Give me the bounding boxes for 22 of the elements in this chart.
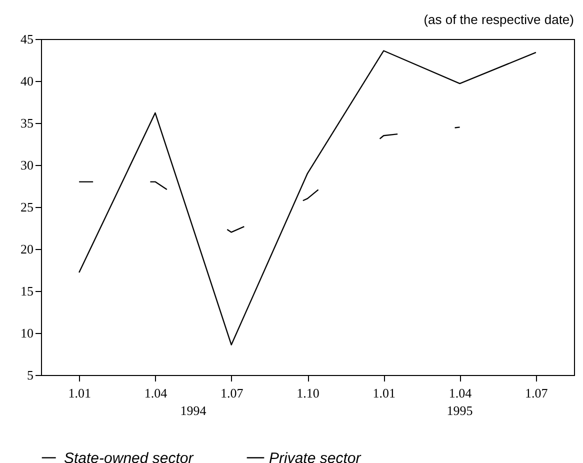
y-tick-label: 10 bbox=[20, 326, 34, 340]
x-tick-label: 1.10 bbox=[296, 386, 320, 400]
y-tick-label: 15 bbox=[20, 284, 34, 298]
legend-label: Private sector bbox=[269, 450, 362, 463]
y-tick-label: 5 bbox=[27, 368, 34, 382]
line-series bbox=[78, 50, 537, 346]
chart-subtitle: (as of the respective date) bbox=[424, 12, 574, 27]
x-tick-label: 1.04 bbox=[144, 386, 168, 400]
y-tick-label: 45 bbox=[20, 32, 34, 46]
x-tick-label: 1.04 bbox=[448, 386, 472, 400]
x-tick-label: 1.01 bbox=[68, 386, 91, 400]
y-tick-label: 40 bbox=[20, 74, 34, 88]
text: 1995 bbox=[446, 403, 473, 418]
y-tick-label: 20 bbox=[20, 242, 34, 256]
y-tick-label: 30 bbox=[20, 158, 34, 172]
y-tick-label: 35 bbox=[20, 116, 34, 130]
x-tick-label: 1.01 bbox=[372, 386, 396, 400]
y-tick-label: 25 bbox=[20, 200, 34, 214]
legend-label: State-owned sector bbox=[64, 450, 194, 463]
x-tick-label: 1.07 bbox=[220, 386, 244, 400]
x-tick-label: 1.07 bbox=[525, 386, 548, 400]
text: 1994 bbox=[180, 403, 207, 418]
